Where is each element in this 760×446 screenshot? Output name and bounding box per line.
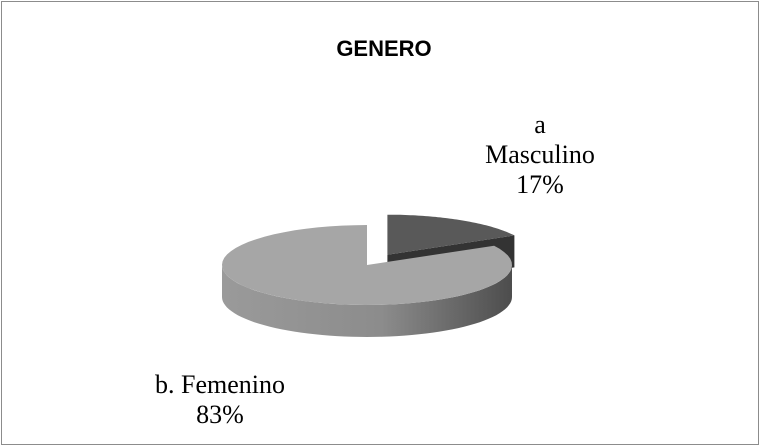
value-label: 83% <box>196 400 244 429</box>
chart-title: GENERO <box>336 36 431 61</box>
data-label: a Masculino 17% <box>480 110 600 200</box>
value-label: 17% <box>516 170 564 199</box>
data-label: b. Femenino 83% <box>155 370 285 430</box>
slice <box>222 225 512 305</box>
category-label: b. Femenino <box>155 370 285 399</box>
category-label: a Masculino <box>485 110 595 169</box>
slice-side <box>222 265 512 337</box>
slice <box>387 214 515 255</box>
